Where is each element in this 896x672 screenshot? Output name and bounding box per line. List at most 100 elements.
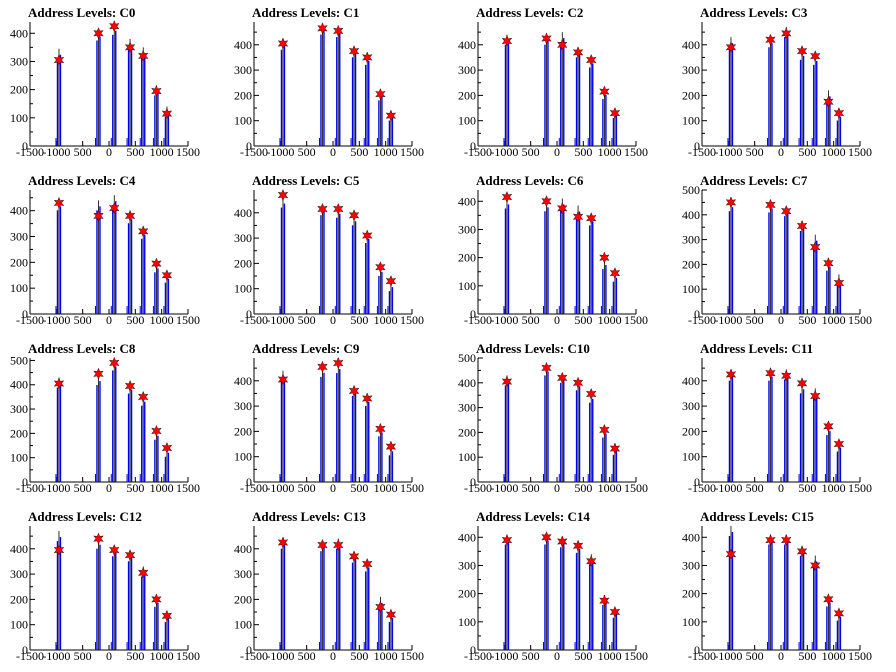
- y-tick-label: 200: [682, 88, 700, 102]
- chart-title: Address Levels: C10: [476, 341, 590, 356]
- peak-marker: [138, 225, 149, 238]
- y-tick-label: 300: [234, 231, 252, 245]
- x-tick-label: -1500: [464, 481, 492, 495]
- x-tick-label: -1500: [16, 481, 44, 495]
- x-tick-label: 500: [126, 649, 144, 663]
- peak-marker: [348, 384, 360, 397]
- chart-title: Address Levels: C9: [252, 341, 360, 356]
- x-tick-label: -1000: [266, 481, 294, 495]
- x-tick-label: 500: [350, 649, 368, 663]
- peak-marker: [725, 368, 737, 381]
- x-tick-label: 0: [330, 313, 336, 327]
- chart-title: Address Levels: C15: [700, 509, 814, 524]
- chart-svg: Address Levels: C7 0 100 200 300 400 500 -1500-…: [682, 173, 872, 327]
- y-tick-label: 200: [234, 88, 252, 102]
- x-tick-label: 500: [126, 481, 144, 495]
- y-tick-label: 200: [234, 256, 252, 270]
- x-tick-label: -1500: [16, 313, 44, 327]
- chart-svg: Address Levels: C13 0 100 200 300 400 -1500-10…: [234, 509, 424, 663]
- x-tick-label: 500: [798, 649, 816, 663]
- peak-marker: [93, 532, 104, 545]
- chart-svg: Address Levels: C11 0 100 200 300 400 -1500-10…: [682, 341, 872, 495]
- peak-marker: [572, 376, 584, 389]
- peak-marker: [161, 107, 173, 120]
- peak-marker: [796, 377, 808, 390]
- peak-marker: [151, 424, 162, 437]
- y-tick-label: 400: [10, 542, 28, 556]
- peak-marker: [362, 229, 373, 242]
- y-tick-label: 300: [458, 558, 476, 572]
- chart-title: Address Levels: C13: [252, 509, 366, 524]
- y-tick-label: 400: [682, 530, 700, 544]
- y-tick-label: 100: [458, 450, 476, 464]
- peak-marker: [541, 195, 552, 208]
- peak-marker: [93, 209, 104, 222]
- y-tick-label: 0: [22, 307, 28, 321]
- peak-marker: [557, 202, 568, 215]
- chart-panel-14: Address Levels: C14 0 100 200 300 400 -1500 -10…: [448, 504, 672, 672]
- y-tick-label: 200: [458, 587, 476, 601]
- y-tick-label: 0: [22, 475, 28, 489]
- x-tick-label: 500: [574, 649, 592, 663]
- peak-marker: [138, 49, 149, 62]
- peak-marker: [385, 275, 397, 288]
- x-tick-label: 0: [554, 649, 560, 663]
- peak-marker: [796, 545, 808, 558]
- y-tick-label: 400: [682, 374, 700, 388]
- peak-marker: [572, 46, 584, 59]
- peak-marker: [725, 548, 737, 561]
- peak-marker: [501, 534, 513, 547]
- peak-marker: [833, 438, 845, 451]
- x-tick-label: 1500: [400, 313, 424, 327]
- peak-marker: [586, 555, 597, 568]
- y-tick-label: 400: [234, 206, 252, 220]
- x-tick-label: 1000: [598, 145, 622, 159]
- peak-marker: [53, 544, 65, 557]
- peak-marker: [599, 85, 610, 98]
- x-tick-label: 1500: [624, 481, 648, 495]
- y-tick-label: 0: [470, 307, 476, 321]
- x-tick-label: 1000: [598, 313, 622, 327]
- peak-marker: [151, 257, 162, 270]
- x-tick-label: -1000: [42, 313, 70, 327]
- chart-panel-12: Address Levels: C12 0 100 200 300 400 -1500 -10…: [0, 504, 224, 672]
- peak-marker: [557, 535, 568, 548]
- x-tick-label: 500: [574, 313, 592, 327]
- peak-marker: [277, 373, 289, 386]
- peak-marker: [333, 202, 344, 216]
- peak-marker: [385, 608, 397, 621]
- chart-title: Address Levels: C6: [476, 173, 584, 188]
- y-tick-label: 0: [470, 475, 476, 489]
- y-tick-label: 0: [246, 475, 252, 489]
- y-tick-label: 100: [234, 618, 252, 632]
- x-tick-label: 1500: [176, 313, 200, 327]
- peak-marker: [317, 22, 328, 35]
- peak-marker: [765, 367, 776, 380]
- x-tick-label: 0: [778, 481, 784, 495]
- peak-marker: [317, 202, 328, 216]
- chart-panel-6: Address Levels: C6 0 100 200 300 400 -1500 -100…: [448, 168, 672, 336]
- x-tick-label: 1500: [624, 313, 648, 327]
- peak-marker: [765, 33, 776, 46]
- x-tick-label: 500: [746, 313, 764, 327]
- chart-title: Address Levels: C1: [252, 5, 359, 20]
- chart-panel-1: Address Levels: C1 0 100 200 300 400 -1500 -100…: [224, 0, 448, 168]
- x-tick-label: -1000: [714, 145, 742, 159]
- peak-marker: [810, 241, 821, 254]
- y-tick-label: 0: [694, 475, 700, 489]
- y-tick-label: 300: [10, 402, 28, 416]
- x-tick-label: -1500: [688, 649, 716, 663]
- x-tick-label: 1500: [848, 145, 872, 159]
- x-tick-label: 500: [522, 145, 540, 159]
- chart-panel-8: Address Levels: C8 0 100 200 300 400 500 -1500-…: [0, 336, 224, 504]
- x-tick-label: 500: [522, 313, 540, 327]
- x-tick-label: -1500: [688, 145, 716, 159]
- x-tick-label: -1000: [42, 649, 70, 663]
- chart-svg: Address Levels: C5 0 100 200 300 400 -1500-100…: [234, 173, 424, 327]
- y-tick-label: 500: [682, 183, 700, 197]
- peak-marker: [725, 41, 737, 54]
- x-tick-label: 1500: [400, 145, 424, 159]
- y-tick-label: 100: [458, 279, 476, 293]
- peak-marker: [124, 549, 136, 562]
- x-tick-label: 0: [330, 145, 336, 159]
